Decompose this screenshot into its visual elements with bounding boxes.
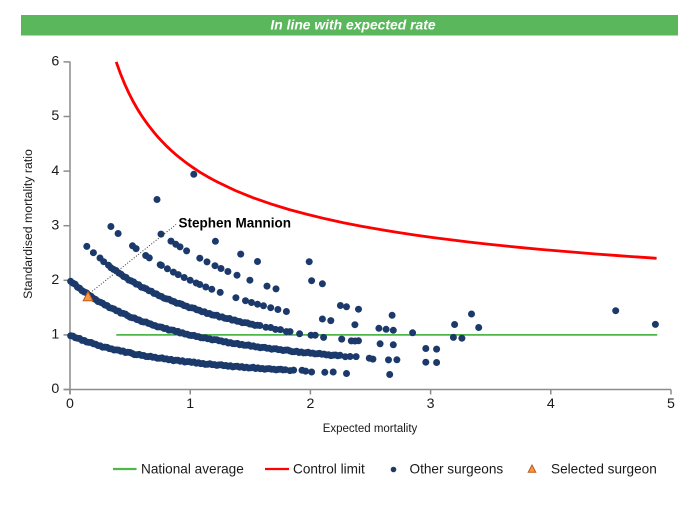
svg-text:0: 0 [66, 396, 74, 412]
svg-text:3: 3 [51, 217, 59, 233]
svg-text:4: 4 [51, 163, 59, 179]
svg-text:5: 5 [667, 396, 675, 412]
svg-text:1: 1 [186, 396, 194, 412]
svg-text:1: 1 [51, 327, 59, 343]
svg-text:5: 5 [51, 108, 59, 124]
svg-text:National average: National average [141, 462, 244, 477]
svg-text:Selected surgeon: Selected surgeon [551, 462, 657, 477]
svg-text:0: 0 [51, 381, 59, 397]
svg-text:Stephen Mannion: Stephen Mannion [179, 216, 292, 231]
svg-text:2: 2 [306, 396, 314, 412]
svg-text:4: 4 [547, 396, 555, 412]
svg-text:2: 2 [51, 272, 59, 288]
svg-text:In line with expected rate: In line with expected rate [270, 17, 435, 33]
svg-text:6: 6 [51, 54, 59, 70]
svg-text:Standardised mortality ratio: Standardised mortality ratio [21, 149, 35, 299]
svg-text:Other surgeons: Other surgeons [410, 462, 504, 477]
svg-text:Expected mortality: Expected mortality [323, 423, 418, 435]
svg-text:3: 3 [427, 396, 435, 412]
svg-text:Control limit: Control limit [293, 462, 365, 477]
